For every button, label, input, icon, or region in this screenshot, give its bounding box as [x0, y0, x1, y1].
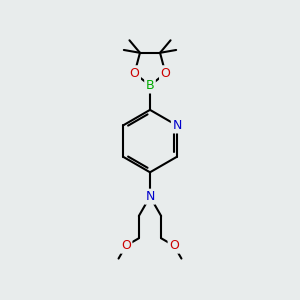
- Text: O: O: [121, 239, 131, 252]
- Text: B: B: [146, 79, 154, 92]
- Text: N: N: [172, 119, 182, 132]
- Text: O: O: [130, 67, 140, 80]
- Text: N: N: [145, 190, 155, 203]
- Text: O: O: [169, 239, 179, 252]
- Text: O: O: [160, 67, 170, 80]
